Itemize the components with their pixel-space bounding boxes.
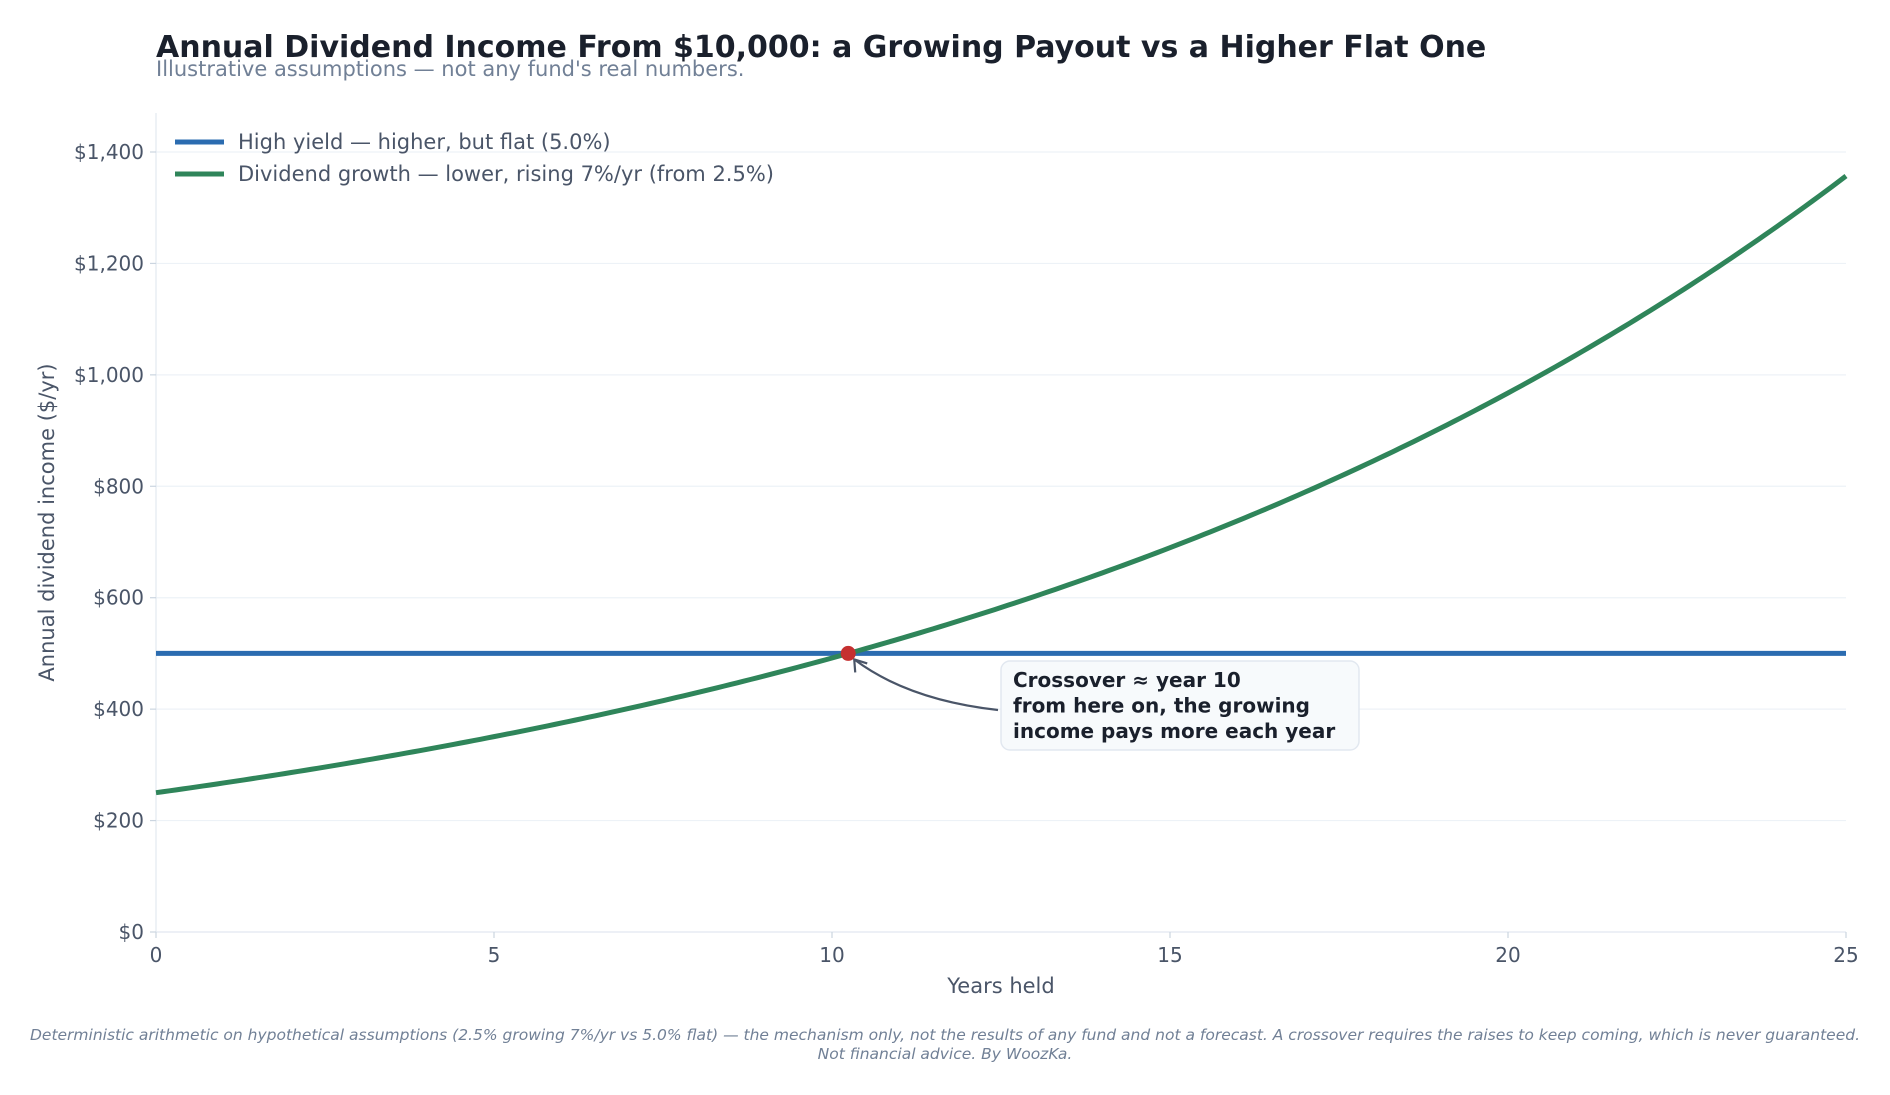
footnote-line-1: Deterministic arithmetic on hypothetical… xyxy=(29,1026,1861,1044)
footnote-line-2: Not financial advice. By WoozKa. xyxy=(817,1045,1073,1063)
x-tick-label: 0 xyxy=(150,943,163,967)
y-tick-label: $800 xyxy=(93,474,144,498)
annotation-line-2: from here on, the growing xyxy=(1013,694,1310,718)
x-tick-label: 25 xyxy=(1833,943,1858,967)
y-tick-label: $600 xyxy=(93,586,144,610)
series-line-dividend-growth xyxy=(155,174,1848,796)
axes xyxy=(155,113,1846,933)
annotation-line-1: Crossover ≈ year 10 xyxy=(1013,668,1241,692)
tick-labels: $0 $200 $400 $600 $800 $1,000 $1,200 $1,400 0 5 10… xyxy=(74,140,1859,967)
y-axis-label: Annual dividend income ($/yr) xyxy=(35,363,59,681)
legend-label-dividend-growth: Dividend growth — lower, rising 7%/yr (f… xyxy=(238,162,774,186)
y-tick-label: $1,200 xyxy=(74,251,144,275)
series-lines xyxy=(155,174,1848,796)
annotation-arrowhead xyxy=(853,657,868,673)
y-tick-label: $200 xyxy=(93,809,144,833)
x-tick-label: 15 xyxy=(1157,943,1182,967)
y-tick-label: $1,400 xyxy=(74,140,144,164)
y-tick-label: $400 xyxy=(93,697,144,721)
y-tick-label: $1,000 xyxy=(74,363,144,387)
x-tick-label: 5 xyxy=(488,943,501,967)
x-tick-label: 10 xyxy=(819,943,844,967)
y-tick-label: $0 xyxy=(119,920,144,944)
annotation-arrow xyxy=(853,658,999,712)
annotation-line-3: income pays more each year xyxy=(1013,719,1335,743)
gridlines xyxy=(156,151,1846,822)
x-tick-label: 20 xyxy=(1495,943,1520,967)
legend-label-high-yield: High yield — higher, but flat (5.0%) xyxy=(238,130,611,154)
footnote: Deterministic arithmetic on hypothetical… xyxy=(0,1026,1890,1064)
crossover-point xyxy=(840,645,856,661)
legend: High yield — higher, but flat (5.0%) Div… xyxy=(175,130,774,186)
chart-subtitle: Illustrative assumptions — not any fund'… xyxy=(156,57,745,81)
chart-title: Annual Dividend Income From $10,000: a G… xyxy=(156,30,1487,65)
annotation-box xyxy=(1000,660,1360,751)
crossover-annotation: Crossover ≈ year 10 from here on, the gr… xyxy=(840,645,1360,751)
x-axis-label: Years held xyxy=(946,974,1054,998)
